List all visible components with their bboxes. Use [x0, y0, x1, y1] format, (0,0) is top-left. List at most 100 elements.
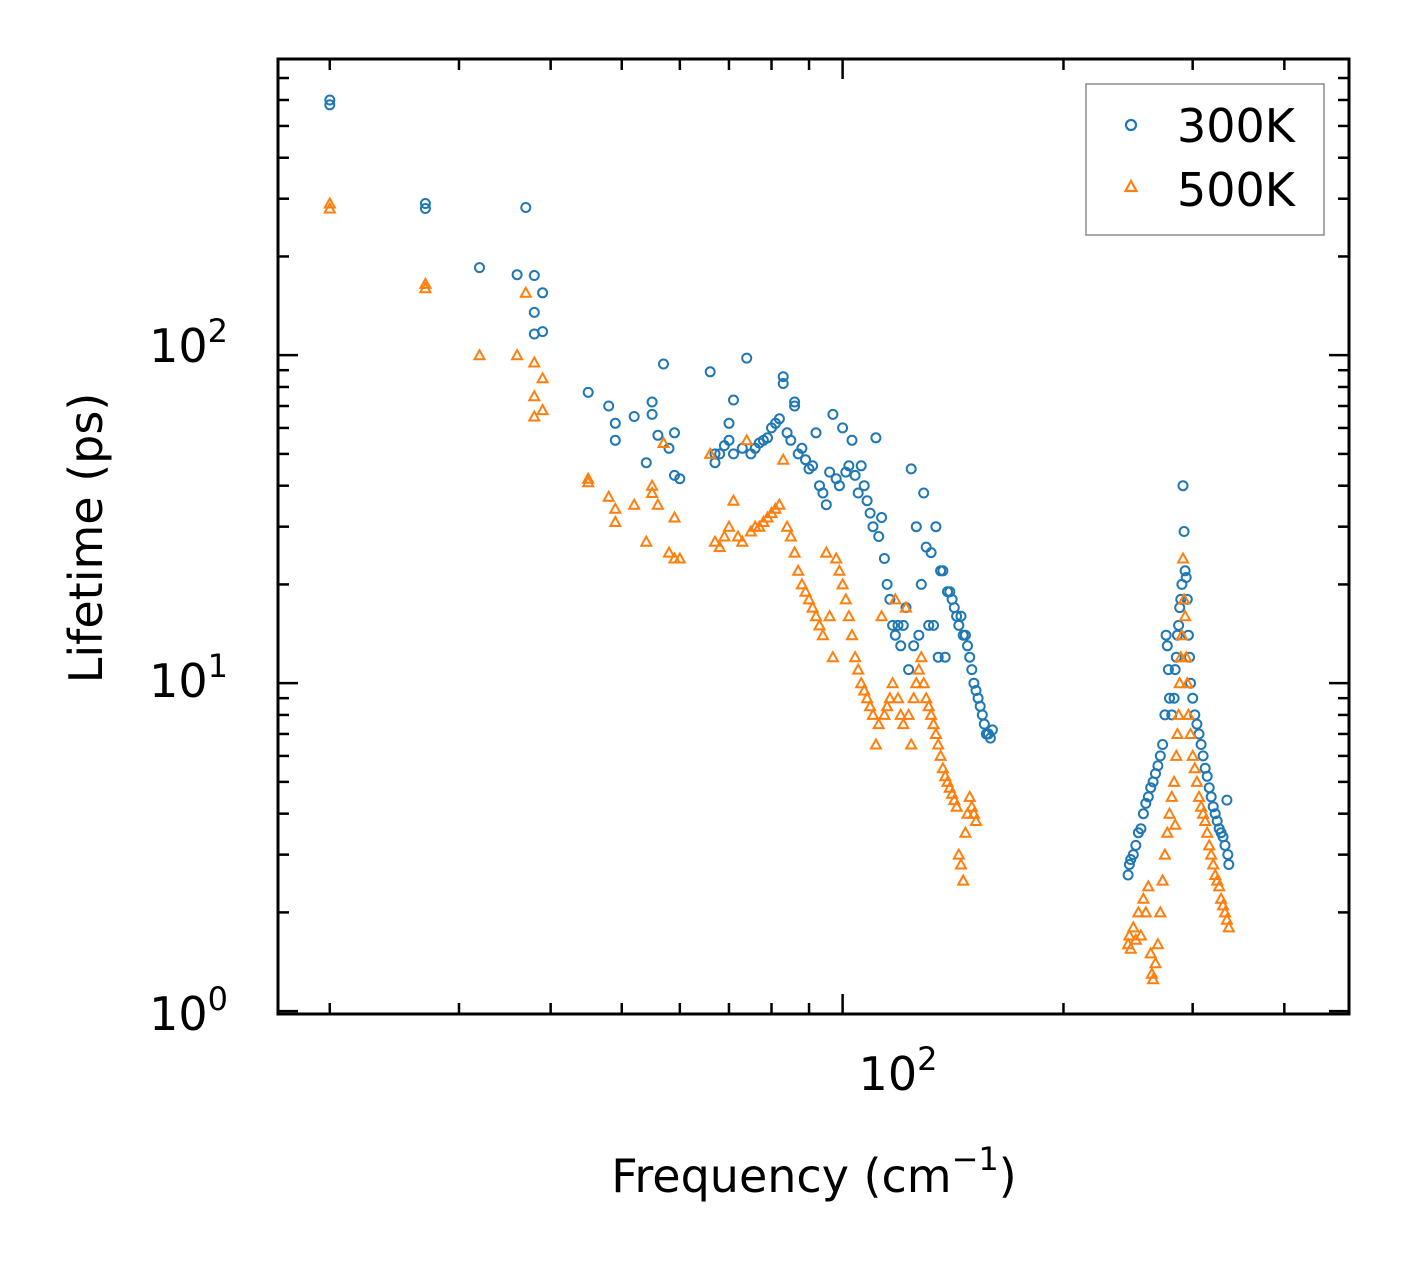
y-tick-label-0: 100 [149, 980, 228, 1041]
data-point-300k [419, 198, 431, 209]
data-point-500k [863, 699, 877, 712]
data-point-300k [840, 466, 852, 478]
data-point-500k [510, 348, 524, 361]
data-point-300k [777, 371, 789, 383]
data-point-500k [1122, 928, 1137, 941]
data-point-300k [897, 619, 909, 631]
data-point-500k [1126, 920, 1140, 933]
data-point-500k [1188, 761, 1202, 774]
data-point-500k [891, 691, 905, 704]
data-point-300k [887, 619, 899, 631]
data-point-300k [889, 629, 901, 641]
data-point-500k [1139, 905, 1153, 918]
legend-label-500k: 500K [1177, 163, 1297, 217]
data-point-300k [723, 417, 735, 429]
data-point-300k [1177, 480, 1189, 492]
data-point-500k [1186, 748, 1200, 761]
data-point-500k [527, 409, 541, 422]
data-point-500k [919, 691, 933, 704]
data-point-300k [1179, 565, 1191, 577]
data-point-300k [789, 396, 801, 408]
data-point-500k [722, 519, 736, 532]
data-point-300k [474, 262, 485, 274]
data-point-300k [1122, 869, 1134, 881]
data-point-500k [809, 609, 823, 622]
data-point-300k [939, 651, 951, 663]
data-point-500k [880, 699, 894, 712]
data-point-300k [537, 326, 549, 338]
data-point-500k [1171, 707, 1186, 720]
data-point-500k [896, 717, 910, 730]
data-point-300k [1201, 770, 1213, 782]
data-point-500k [845, 628, 859, 641]
data-point-500k [776, 452, 790, 465]
data-point-500k [673, 551, 687, 564]
data-point-500k [608, 514, 622, 527]
data-point-300k [709, 457, 721, 469]
data-point-500k [1176, 551, 1190, 564]
data-point-500k [969, 813, 983, 826]
data-point-300k [908, 640, 920, 652]
data-point-500k [602, 489, 616, 502]
data-point-500k [1200, 825, 1214, 838]
data-point-500k [608, 501, 622, 514]
data-point-500k [772, 497, 787, 510]
legend-label-300k: 300K [1177, 99, 1297, 153]
legend-box [1085, 83, 1325, 236]
data-point-300k [892, 619, 904, 631]
data-point-500k [535, 403, 550, 416]
data-point-500k [936, 761, 950, 774]
data-point-300k [1123, 859, 1135, 870]
data-point-500k [667, 510, 682, 523]
data-point-300k [810, 427, 822, 439]
data-point-300k [918, 487, 930, 499]
data-point-500k [1158, 847, 1172, 860]
data-point-500k [835, 577, 850, 590]
data-point-500k [949, 799, 964, 812]
data-point-300k [704, 366, 716, 378]
x-tick-label-0: 102 [859, 1040, 938, 1101]
points-layer [323, 94, 1236, 985]
data-point-300k [1178, 526, 1190, 537]
data-point-300k [930, 521, 942, 533]
data-point-500k [826, 650, 840, 663]
data-point-500k [1155, 873, 1170, 886]
data-point-300k [1195, 739, 1207, 750]
data-point-500k [1167, 774, 1181, 787]
data-point-300k [948, 602, 960, 614]
data-point-300k [915, 578, 927, 590]
data-point-500k [787, 545, 802, 558]
data-point-500k [933, 748, 948, 761]
data-point-300k [603, 400, 615, 412]
data-point-300k [1223, 859, 1235, 870]
data-point-300k [925, 547, 937, 559]
data-point-300k [1169, 664, 1181, 676]
data-point-300k [1193, 728, 1205, 740]
data-point-300k [905, 463, 917, 475]
data-point-500k [1160, 825, 1174, 838]
data-point-500k [1196, 806, 1210, 819]
data-point-300k [324, 94, 336, 106]
data-point-500k [909, 676, 923, 689]
data-point-500k [839, 592, 853, 605]
data-point-300k [1154, 750, 1166, 762]
data-point-300k [1164, 692, 1175, 704]
data-point-500k [822, 609, 837, 622]
data-point-500k [713, 540, 727, 553]
data-point-500k [1178, 609, 1192, 622]
data-point-300k [714, 448, 726, 460]
data-point-500k [1141, 879, 1155, 892]
data-point-500k [1151, 937, 1165, 950]
x-axis-label: Frequency (cm−1) [611, 1140, 1016, 1203]
data-point-500k [703, 446, 717, 459]
legend-marker-300k [1124, 118, 1138, 132]
data-point-300k [1157, 739, 1169, 750]
data-point-500k [860, 691, 874, 704]
data-point-300k [728, 394, 739, 406]
data-point-500k [1124, 941, 1138, 954]
y-tick-label-1: 101 [149, 647, 228, 708]
data-point-300k [669, 427, 680, 439]
data-point-500k [819, 545, 833, 558]
data-point-500k [866, 707, 880, 720]
data-point-300k [1130, 839, 1142, 851]
